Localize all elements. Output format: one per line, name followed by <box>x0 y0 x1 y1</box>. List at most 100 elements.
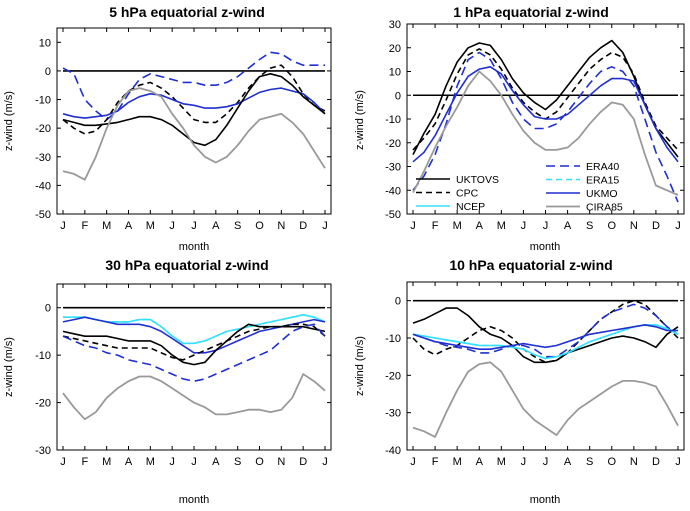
panel-10hpa: 10 hPa equatorial z-wind -40 -30 -20 -10 0 J… <box>354 257 685 506</box>
x-tick-label: A <box>564 220 572 232</box>
x-tick-label: S <box>234 220 241 232</box>
panel-title: 10 hPa equatorial z-wind <box>449 257 612 273</box>
series-line-era15 <box>412 324 679 360</box>
y-tick-label: -10 <box>385 333 401 345</box>
y-tick-label: 10 <box>39 37 51 49</box>
x-tick-label: F <box>432 220 439 232</box>
x-tick-label: J <box>191 456 197 468</box>
series-line-cira85 <box>412 70 679 196</box>
x-tick-label: S <box>586 456 593 468</box>
y-tick-label: -10 <box>35 95 51 107</box>
x-tick-label: F <box>81 456 88 468</box>
x-tick-label: N <box>277 220 285 232</box>
x-tick-label: M <box>497 456 506 468</box>
panel-1hpa: 1 hPa equatorial z-wind -50 -40 -30 -20 -10 0… <box>354 4 685 253</box>
y-tick-label: -20 <box>385 138 401 150</box>
legend-label-era40: ERA40 <box>586 161 619 173</box>
x-axis-label: month <box>530 494 561 506</box>
y-tick-label: 0 <box>45 66 51 78</box>
x-tick-label: D <box>652 220 660 232</box>
series-line-cpc <box>62 323 326 361</box>
y-tick-label: 0 <box>395 90 401 102</box>
x-tick-label: A <box>476 456 484 468</box>
y-tick-label: -40 <box>35 180 51 192</box>
y-tick-label: 20 <box>389 43 401 55</box>
legend-label-cpc: CPC <box>456 188 479 200</box>
series-line-era40 <box>412 303 679 358</box>
x-tick-label: D <box>299 456 307 468</box>
x-tick-label: J <box>191 220 197 232</box>
series-line-era40 <box>62 51 325 121</box>
x-axis-label: month <box>179 494 210 506</box>
series-line-cira85 <box>62 87 326 181</box>
y-tick-label: -30 <box>35 152 51 164</box>
x-tick-label: N <box>277 456 285 468</box>
series-line-cira85 <box>62 373 326 421</box>
series-line-era40 <box>62 323 326 383</box>
plot-frame <box>56 283 332 451</box>
x-tick-label: S <box>234 456 241 468</box>
y-tick-label: 0 <box>395 296 401 308</box>
x-tick-label: N <box>630 456 638 468</box>
series-line-uktovs <box>62 73 326 147</box>
x-tick-label: O <box>255 220 264 232</box>
x-tick-label: M <box>497 220 506 232</box>
y-tick-label: -40 <box>385 185 401 197</box>
series-line-era40 <box>412 51 679 203</box>
legend-label-uktovs: UKTOVS <box>456 174 499 186</box>
x-tick-label: J <box>169 456 175 468</box>
x-tick-label: J <box>521 220 527 232</box>
y-tick-label: -10 <box>35 350 51 362</box>
y-tick-label: -30 <box>385 408 401 420</box>
x-tick-label: A <box>212 456 220 468</box>
x-tick-label: J <box>675 220 681 232</box>
y-tick-label: -20 <box>35 398 51 410</box>
x-tick-label: A <box>564 456 572 468</box>
y-tick-label: -50 <box>35 209 51 221</box>
x-tick-label: O <box>607 220 616 232</box>
x-tick-label: M <box>146 220 155 232</box>
series-line-cpc <box>412 299 679 364</box>
x-tick-label: J <box>60 220 66 232</box>
x-tick-label: O <box>255 456 264 468</box>
y-axis-label: z-wind (m/s) <box>3 337 15 397</box>
y-axis-label: z-wind (m/s) <box>3 91 15 151</box>
y-tick-label: -30 <box>35 445 51 457</box>
series-line-cira85 <box>412 361 679 438</box>
x-tick-label: S <box>586 220 593 232</box>
y-axis-label: z-wind (m/s) <box>354 336 366 396</box>
series-line-ukmo <box>62 87 326 119</box>
panel-title: 30 hPa equatorial z-wind <box>105 257 268 273</box>
x-tick-label: M <box>102 220 111 232</box>
series-line-ukmo <box>62 316 326 354</box>
series-line-ukmo <box>412 324 678 351</box>
y-tick-label: -20 <box>35 123 51 135</box>
x-tick-label: J <box>322 456 328 468</box>
x-tick-label: J <box>675 456 681 468</box>
legend-label-ukmo: UKMO <box>586 188 618 200</box>
x-tick-label: A <box>125 220 133 232</box>
series-line-ukmo <box>412 66 679 163</box>
x-axis-label: month <box>179 241 210 253</box>
x-tick-label: O <box>607 456 616 468</box>
x-tick-label: J <box>543 456 549 468</box>
x-tick-label: J <box>543 220 549 232</box>
y-tick-label: 0 <box>45 303 51 315</box>
x-tick-label: M <box>102 456 111 468</box>
y-tick-label: 30 <box>389 19 401 31</box>
series-line-era15 <box>63 313 326 345</box>
y-tick-label: 10 <box>389 67 401 79</box>
x-tick-label: D <box>299 220 307 232</box>
x-tick-label: A <box>476 220 484 232</box>
y-tick-label: -30 <box>385 162 401 174</box>
x-tick-label: A <box>125 456 133 468</box>
legend-label-cira85: CIRA85 <box>586 202 623 214</box>
series-line-uktovs <box>412 39 679 158</box>
panel-30hpa: 30 hPa equatorial z-wind -30 -20 -10 0 J F M A… <box>3 257 332 506</box>
legend-label-era15: ERA15 <box>586 175 619 187</box>
y-tick-label: -20 <box>385 370 401 382</box>
x-tick-label: N <box>630 220 638 232</box>
legend-label-ncep: NCEP <box>456 201 485 213</box>
y-axis-label: z-wind (m/s) <box>354 90 366 150</box>
